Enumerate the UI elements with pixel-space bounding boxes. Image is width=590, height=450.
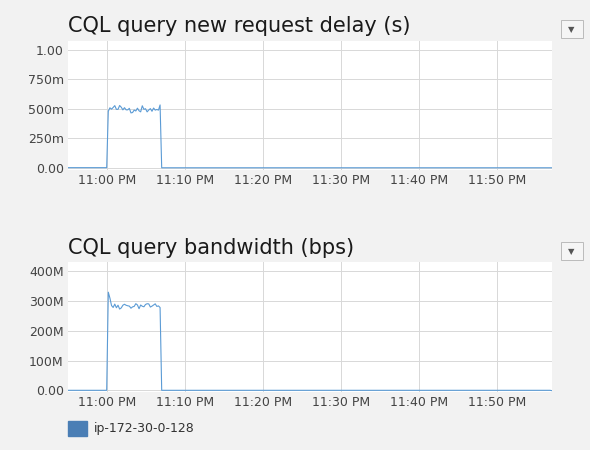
Text: CQL query bandwidth (bps): CQL query bandwidth (bps) (68, 238, 354, 258)
Text: ▼: ▼ (568, 25, 575, 34)
Text: ip-172-30-0-128: ip-172-30-0-128 (94, 422, 195, 435)
Text: CQL query new request delay (s): CQL query new request delay (s) (68, 16, 411, 36)
Text: ▼: ▼ (568, 247, 575, 256)
